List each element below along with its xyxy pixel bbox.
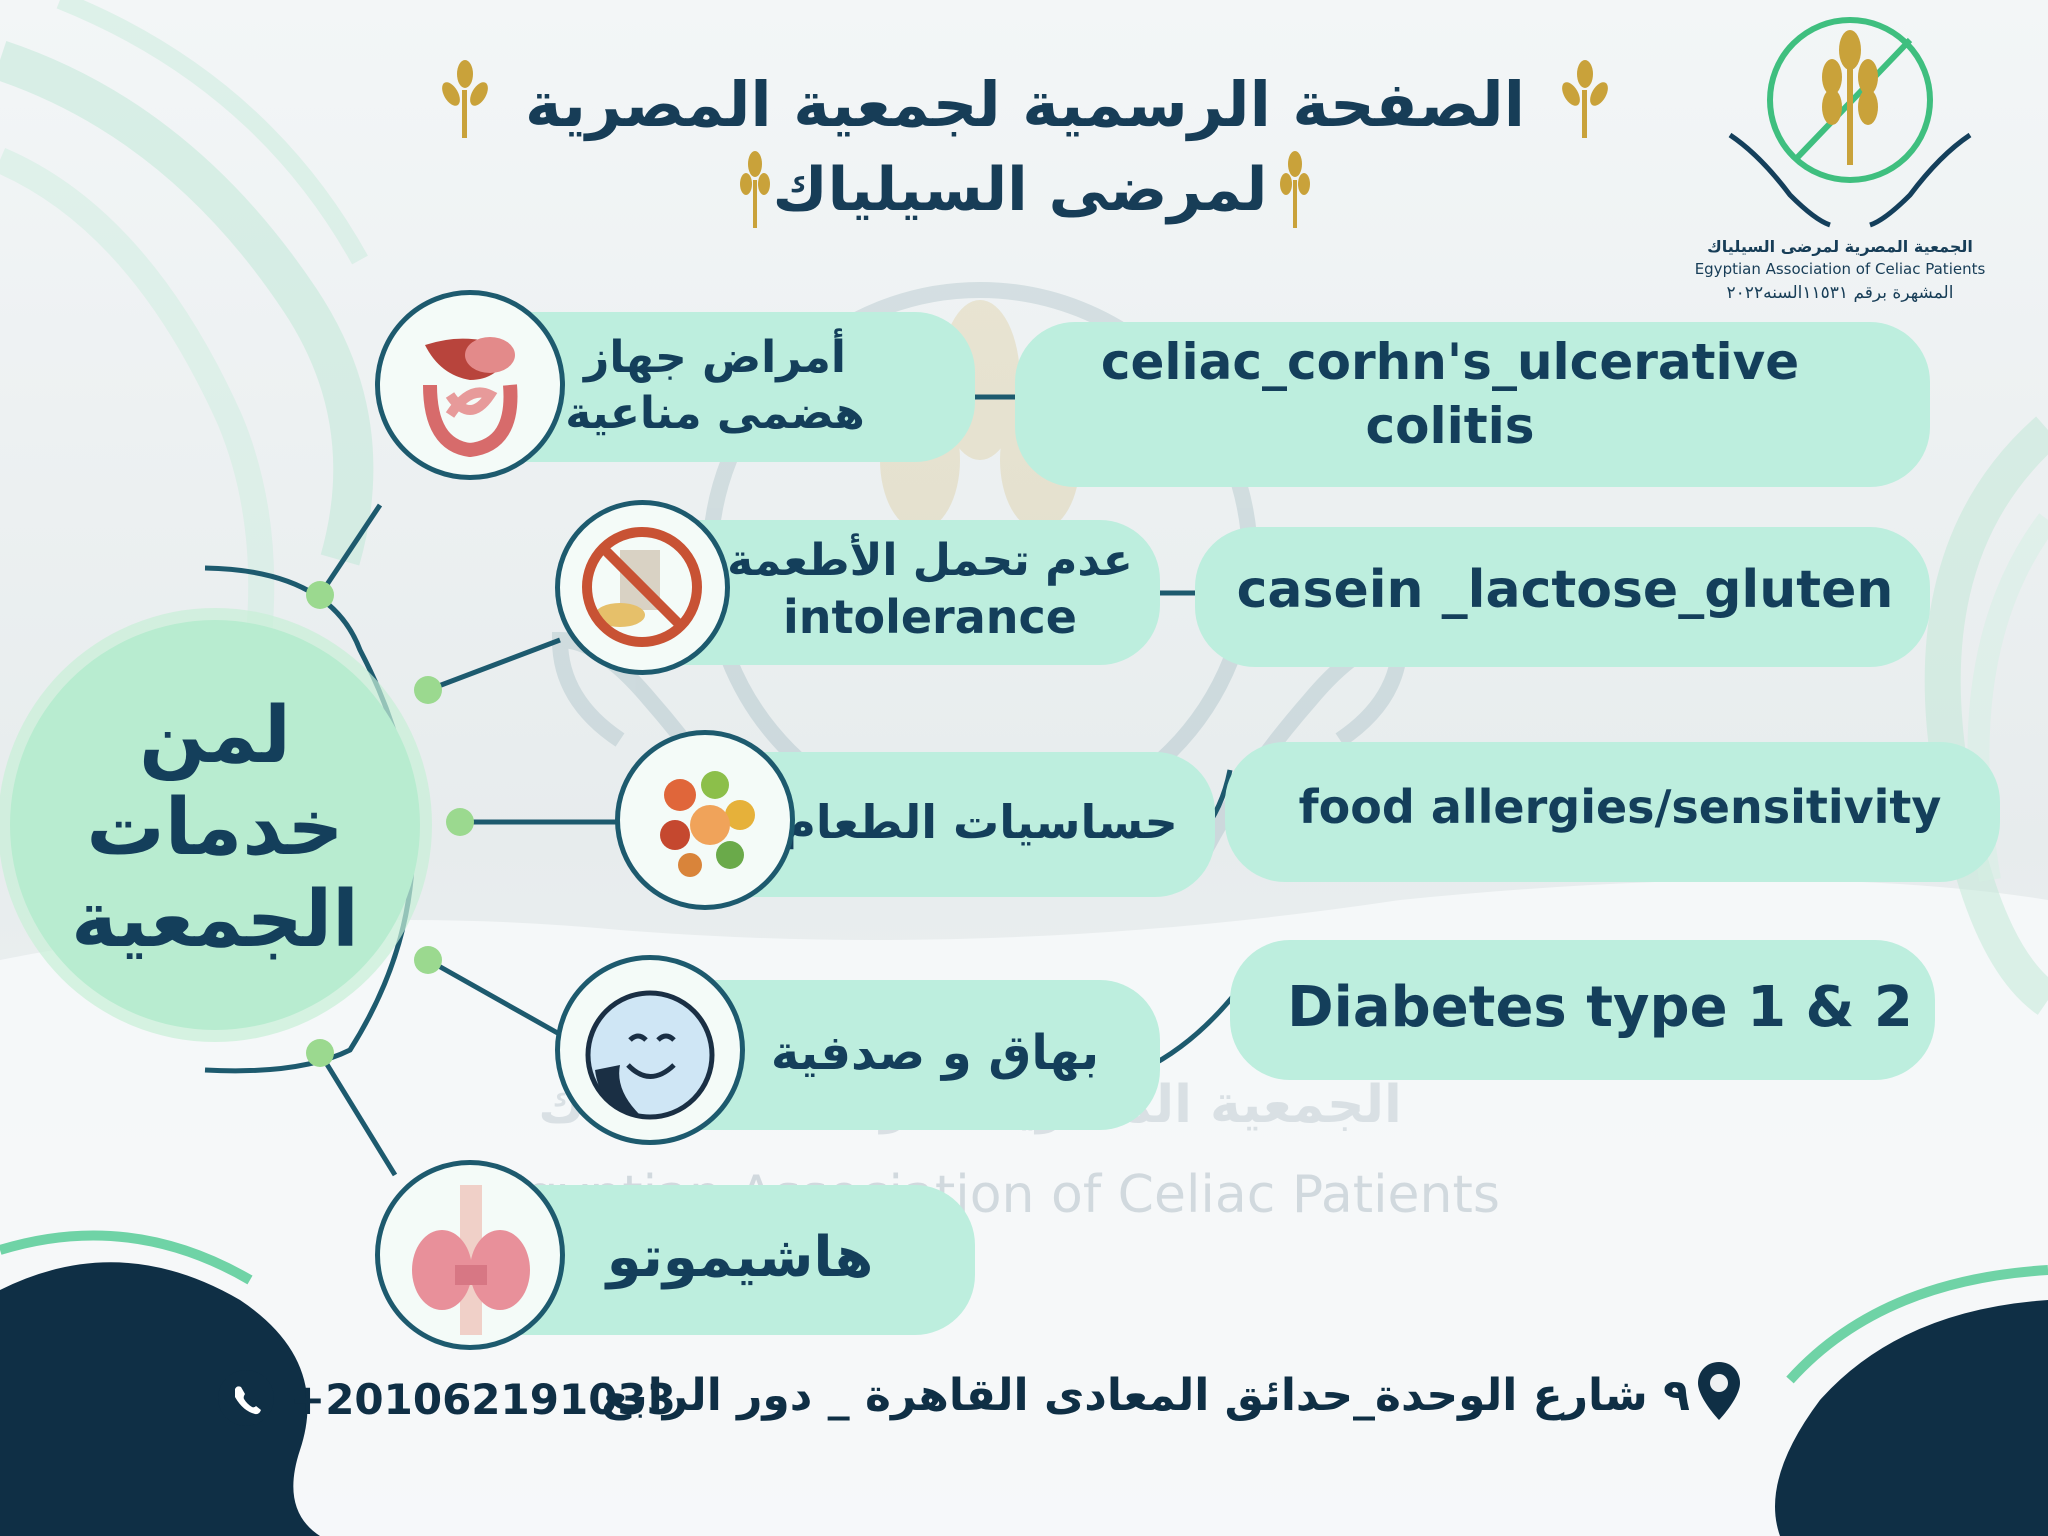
association-logo-icon xyxy=(1728,17,1972,228)
service-label-digestive: أمراض جهاز هضمى مناعية xyxy=(565,332,865,439)
smiley-face-icon xyxy=(585,990,715,1120)
logo-name-en: Egyptian Association of Celiac Patients xyxy=(1694,260,1986,278)
service-icon-circle xyxy=(555,955,745,1145)
service-detail-vitiligo: Diabetes type 1 & 2 xyxy=(1287,975,1913,1040)
service-detail-pill-vitiligo xyxy=(1230,940,1935,1080)
phone-number[interactable]: +201062191033 xyxy=(290,1375,676,1424)
service-detail-pill-allergies xyxy=(1225,742,2000,882)
logo-registration: المشهرة برقم ١١٥٣١السنه٢٠٢٢ xyxy=(1726,283,1954,303)
food-variety-icon xyxy=(660,771,755,877)
service-label-hashimoto: هاشيموتو xyxy=(606,1225,874,1290)
logo-name-ar: الجمعية المصرية لمرضى السيلياك xyxy=(1707,237,1973,256)
service-detail-allergies: food allergies/sensitivity xyxy=(1298,780,1942,834)
service-detail-pill-intolerance xyxy=(1195,527,1930,667)
address: ٩ شارع الوحدة_حدائق المعادى القاهرة _ دو… xyxy=(601,1370,1690,1421)
service-detail-intolerance: casein _lactose_gluten xyxy=(1236,560,1894,620)
location-pin-icon xyxy=(1698,1362,1740,1420)
service-icon-circle xyxy=(615,730,795,910)
page-title-line2: لمرضى السيلياك xyxy=(772,155,1268,225)
wheat-ornament-icon xyxy=(442,60,488,138)
wheat-ornament-icon xyxy=(740,151,770,228)
service-detail-pill-digestive xyxy=(1015,322,1930,487)
wheat-ornament-icon xyxy=(1562,60,1608,138)
service-label-intolerance: عدم تحمل الأطعمة xyxy=(727,535,1133,586)
digestive-system-icon xyxy=(423,337,518,458)
service-icon-circle xyxy=(375,1160,565,1350)
page-title-line1: الصفحة الرسمية لجمعية المصرية xyxy=(525,68,1525,141)
no-food-icon xyxy=(582,527,702,647)
center-label: لمن خدمات الجمعية xyxy=(71,691,359,965)
service-icon-circle xyxy=(555,500,730,675)
service-label-vitiligo: بهاق و صدفية xyxy=(770,1025,1100,1081)
center-circle: لمن خدمات الجمعية xyxy=(10,620,420,1030)
wheat-ornament-icon xyxy=(1280,151,1310,228)
service-icon-circle xyxy=(375,290,565,480)
service-detail-digestive: celiac_corhn's_ulcerative colitis xyxy=(1100,333,1800,455)
service-label-intolerance-en: intolerance xyxy=(782,590,1077,644)
service-label-allergies: حساسيات الطعام xyxy=(782,795,1178,849)
thyroid-icon xyxy=(412,1185,530,1335)
whatsapp-icon xyxy=(218,1370,274,1426)
